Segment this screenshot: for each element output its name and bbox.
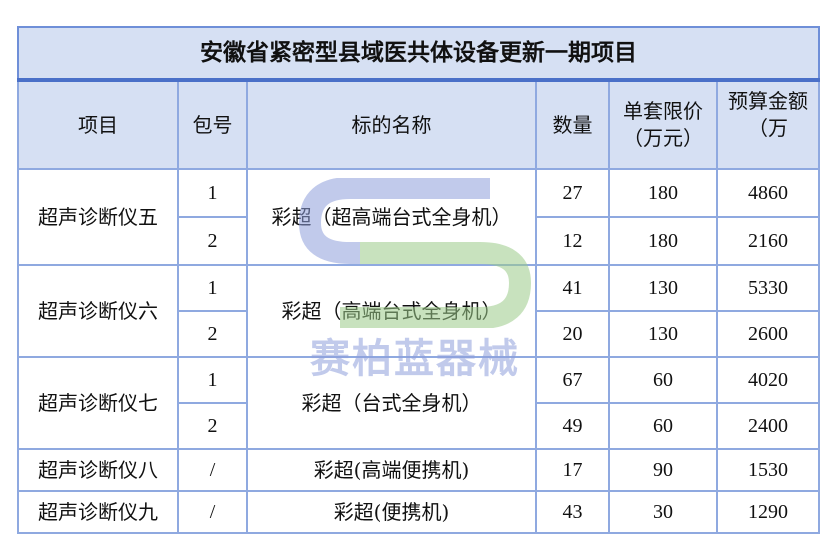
cell-budget: 4020	[715, 356, 821, 404]
header-name: 标的名称	[246, 79, 537, 170]
cell-unit-price: 90	[608, 448, 718, 492]
table-title: 安徽省紧密型县域医共体设备更新一期项目	[16, 26, 821, 82]
cell-budget: 2160	[715, 216, 821, 266]
cell-project: 超声诊断仪六	[17, 264, 179, 358]
cell-quantity: 67	[535, 356, 610, 404]
cell-quantity: 27	[535, 168, 610, 218]
cell-project: 超声诊断仪五	[17, 168, 179, 266]
cell-package: 2	[177, 216, 248, 266]
cell-quantity: 12	[535, 216, 610, 266]
cell-quantity: 41	[535, 264, 610, 312]
cell-budget: 5330	[715, 264, 821, 312]
cell-package: 2	[177, 402, 248, 450]
cell-quantity: 49	[535, 402, 610, 450]
cell-package: 2	[177, 310, 248, 358]
cell-budget: 2400	[715, 402, 821, 450]
cell-budget: 2600	[715, 310, 821, 358]
cell-unit-price: 180	[608, 216, 718, 266]
cell-budget: 1290	[715, 490, 821, 534]
cell-unit-price: 30	[608, 490, 718, 534]
cell-unit-price: 60	[608, 402, 718, 450]
cell-name: 彩超（台式全身机）	[246, 356, 537, 450]
procurement-table-container: 安徽省紧密型县域医共体设备更新一期项目 项目 包号 标的名称 数量 单套限价（万…	[16, 26, 821, 534]
cell-name: 彩超(便携机)	[246, 490, 537, 534]
table-row: 超声诊断仪六 1 彩超（高端台式全身机） 41 130 5330	[17, 264, 821, 358]
cell-unit-price: 130	[608, 264, 718, 312]
cell-quantity: 43	[535, 490, 610, 534]
cell-budget: 1530	[715, 448, 821, 492]
table-row: 超声诊断仪八 / 彩超(高端便携机) 17 90 1530	[17, 448, 821, 492]
table-row: 超声诊断仪九 / 彩超(便携机) 43 30 1290	[17, 490, 821, 534]
cell-name: 彩超(高端便携机)	[246, 448, 537, 492]
cell-unit-price: 130	[608, 310, 718, 358]
cell-package: /	[177, 490, 248, 534]
cell-name: 彩超（超高端台式全身机）	[246, 168, 537, 266]
cell-project: 超声诊断仪八	[17, 448, 179, 492]
header-row: 项目 包号 标的名称 数量 单套限价（万元） 预算金额（万	[17, 79, 821, 170]
cell-package: /	[177, 448, 248, 492]
cell-budget: 4860	[715, 168, 821, 218]
cell-quantity: 20	[535, 310, 610, 358]
header-unit-price: 单套限价（万元）	[608, 79, 718, 170]
cell-project: 超声诊断仪七	[17, 356, 179, 450]
cell-package: 1	[177, 264, 248, 312]
cell-unit-price: 60	[608, 356, 718, 404]
header-project: 项目	[17, 79, 179, 170]
header-package: 包号	[177, 79, 248, 170]
table-row: 2 20 130 2600	[18, 310, 821, 358]
cell-name: 彩超（高端台式全身机）	[246, 264, 537, 358]
table-row: 超声诊断仪五 1 彩超（超高端台式全身机） 27 180 4860	[17, 168, 821, 266]
table-row: 超声诊断仪七 1 彩超（台式全身机） 67 60 4020	[17, 356, 821, 450]
table-row: 2 49 60 2400	[18, 402, 821, 450]
cell-unit-price: 180	[608, 168, 718, 218]
header-budget: 预算金额（万	[715, 79, 821, 170]
cell-project: 超声诊断仪九	[17, 490, 179, 534]
table-row: 2 12 180 2160	[18, 216, 821, 266]
header-quantity: 数量	[535, 79, 610, 170]
cell-package: 1	[177, 356, 248, 404]
cell-quantity: 17	[535, 448, 610, 492]
cell-package: 1	[177, 168, 248, 218]
procurement-table: 安徽省紧密型县域医共体设备更新一期项目 项目 包号 标的名称 数量 单套限价（万…	[16, 26, 821, 534]
